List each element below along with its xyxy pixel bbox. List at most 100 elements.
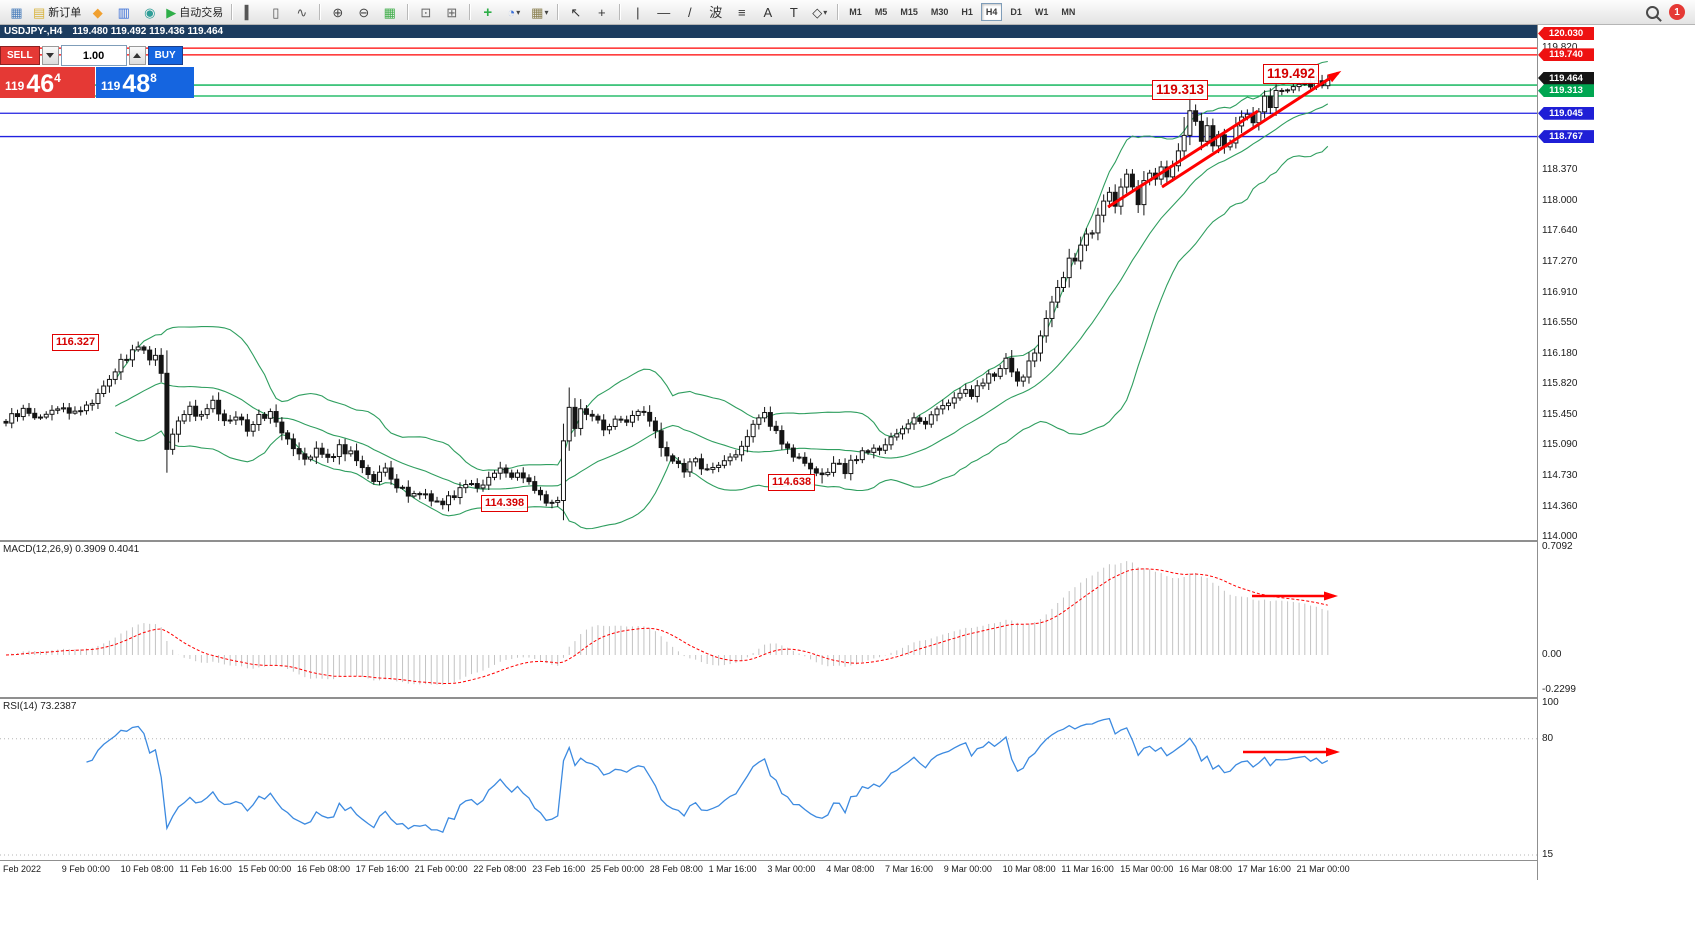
support-icon-icon: ◉ [144,4,156,20]
chart-price-label[interactable]: 114.638 [768,474,816,491]
toolbar-separator [319,4,321,20]
chart-price-label[interactable]: 119.313 [1152,80,1209,100]
label-button[interactable]: T [781,2,806,23]
terminal-icon[interactable]: ▦ [4,2,29,23]
buy-price-display[interactable]: 119 48 8 [96,67,194,98]
elliott-wave-button-icon: 波 [709,4,723,20]
timeframe-M1[interactable]: M1 [849,7,862,17]
shapes-button[interactable]: ◇ ▾ [807,2,832,23]
add-indicator-button-icon: + [483,3,493,21]
vertical-line-button[interactable]: | [625,2,650,23]
price-tick: 115.450 [1542,409,1578,421]
toolbar-separator [557,4,559,20]
chart-price-label[interactable]: 114.398 [481,495,529,512]
volume-decrease-button[interactable] [41,46,59,65]
support-icon[interactable]: ◉ [137,2,162,23]
price-tick: 117.640 [1542,225,1578,237]
auto-trading-button[interactable]: ▶ 自动交易 [163,2,226,23]
candlestick-chart-button-icon: ▯ [272,4,280,20]
volume-input[interactable] [60,45,127,66]
text-button[interactable]: A [755,2,780,23]
time-tick: 15 Feb 00:00 [238,864,292,874]
price-badge: 118.767 [1538,130,1594,144]
new-order-button[interactable]: ▤ 新订单 [30,2,84,23]
elliott-wave-button[interactable]: 波 [703,2,728,23]
chart-price-label[interactable]: 116.327 [52,334,100,351]
ask-pips: 48 [122,69,151,98]
price-tick: 114.000 [1542,531,1578,542]
price-tick: 115.820 [1542,378,1578,390]
dropdown-caret-icon: ▾ [516,7,521,17]
bid-big-figure: 119 [5,79,25,93]
main-toolbar: ▦ ▤ 新订单 ◆ ▥ ◉ ▶ 自动交易 ▍ ▯ ∿ ⊕ ⊖ ▦ ⊡ ⊞ + ◔ ▾ ▦ ▾ ↖ + | — / 波 ≡ A T ◇ ▾ M1 M… [0,0,1695,25]
price-badge: 119.464 [1538,71,1594,85]
timeframe-D1[interactable]: D1 [1010,7,1022,17]
auto-trading-button-label: 自动交易 [179,7,224,19]
zoom-out-button[interactable]: ⊖ [351,2,376,23]
notification-badge[interactable]: 1 [1669,4,1685,20]
zoom-in-button[interactable]: ⊕ [325,2,350,23]
fibonacci-button-icon: ≡ [738,4,746,20]
timeframe-M5[interactable]: M5 [874,7,888,17]
price-tick: 115.090 [1542,439,1578,451]
time-tick: 10 Mar 08:00 [1002,864,1056,874]
price-tick: 116.180 [1542,347,1578,359]
cascade-windows-button-icon: ⊡ [420,4,432,20]
sell-price-display[interactable]: 119 46 4 [0,67,95,98]
chart-price-label[interactable]: 119.492 [1263,64,1320,84]
time-tick: 17 Feb 16:00 [355,864,409,874]
sell-button[interactable]: SELL [0,46,40,65]
timeframe-MN[interactable]: MN [1061,7,1076,17]
time-axis[interactable]: Feb 2022 9 Feb 00:00 10 Feb 08:00 11 Feb 16… [0,861,1537,879]
macd-pane[interactable] [0,542,1537,697]
horizontal-line-button[interactable]: — [651,2,676,23]
timeframe-M30[interactable]: M30 [930,7,949,17]
market-watch-icon[interactable]: ▥ [111,2,136,23]
time-tick: 23 Feb 16:00 [532,864,586,874]
search-icon[interactable] [1646,5,1659,19]
bid-fraction: 4 [54,71,61,85]
cursor-button[interactable]: ↖ [563,2,588,23]
axis-separator [1537,25,1538,880]
tile-windows-button[interactable]: ▦ [377,2,402,23]
candlestick-chart-button[interactable]: ▯ [263,2,288,23]
macd-scale-tick: -0.2299 [1542,684,1576,695]
time-tick: 11 Mar 16:00 [1061,864,1114,874]
cursor-button-icon: ↖ [570,4,582,20]
time-tick: 17 Mar 16:00 [1237,864,1291,874]
cascade-windows-button[interactable]: ⊡ [413,2,438,23]
rsi-pane[interactable] [0,699,1537,860]
toolbar-separator [837,4,839,20]
timeframe-M15[interactable]: M15 [900,7,918,17]
crosshair-button[interactable]: + [589,2,614,23]
bar-chart-button[interactable]: ▍ [237,2,262,23]
macd-indicator-label: MACD(12,26,9) 0.3909 0.4041 [3,544,139,555]
zoom-in-button-icon: ⊕ [332,4,344,20]
price-tick: 119.820 [1542,42,1578,54]
timeframe-H4[interactable]: H4 [980,3,1003,21]
pane-separator[interactable] [0,540,1695,542]
time-tick: 16 Feb 08:00 [297,864,351,874]
macd-signal-value: 0.4041 [108,544,140,555]
price-pane[interactable] [0,38,1537,540]
buy-button[interactable]: BUY [147,46,183,65]
crosshair-button-icon: + [598,4,606,20]
price-axis[interactable]: 119.820 118.370 118.000 117.640 117.270 116.9… [1538,25,1695,880]
timeframe-H1[interactable]: H1 [961,7,973,17]
periods-button[interactable]: ◔ ▾ [501,2,526,23]
bid-pips: 46 [26,69,55,98]
template-button[interactable]: ▦ ▾ [527,2,552,23]
market-watch-icon-icon: ▥ [117,4,130,20]
trendline-button[interactable]: / [677,2,702,23]
time-tick: 7 Mar 16:00 [885,864,934,874]
line-chart-button[interactable]: ∿ [289,2,314,23]
add-indicator-button[interactable]: + [475,2,500,23]
fibonacci-button[interactable]: ≡ [729,2,754,23]
volume-increase-button[interactable] [128,46,146,65]
arrange-windows-button[interactable]: ⊞ [439,2,464,23]
metaeditor-icon-icon: ◆ [92,4,103,20]
pane-separator[interactable] [0,697,1695,699]
timeframe-W1[interactable]: W1 [1034,7,1049,17]
metaeditor-icon[interactable]: ◆ [85,2,110,23]
chart-ohlc-values: 119.480 119.492 119.436 119.464 [72,26,224,37]
